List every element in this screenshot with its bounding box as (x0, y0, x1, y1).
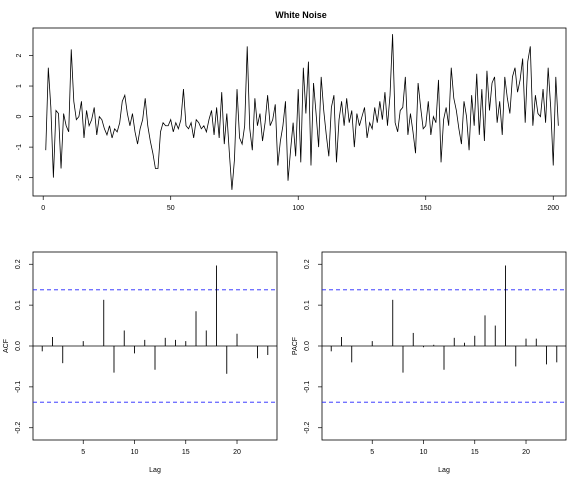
x-tick-label: 20 (233, 449, 241, 456)
y-tick-label: 0.0 (304, 341, 311, 351)
y-axis-label: ACF (3, 339, 10, 353)
y-tick-label: -0.1 (304, 381, 311, 393)
x-tick-label: 50 (167, 205, 175, 212)
y-tick-label: 0 (16, 115, 23, 119)
x-tick-label: 5 (81, 449, 85, 456)
y-tick-label: 0.2 (15, 259, 22, 269)
y-tick-label: 0.2 (304, 259, 311, 269)
y-tick-label: 1 (16, 84, 23, 88)
y-tick-label: 0.1 (304, 300, 311, 310)
y-axis-label: PACF (292, 337, 299, 355)
series-line (45, 34, 559, 190)
x-tick-label: 5 (370, 449, 374, 456)
time-series-panel: 0 50 100 150 200 -2 -1 0 1 2 (16, 27, 567, 212)
y-tick-label: 0.0 (15, 341, 22, 351)
x-tick-label: 20 (522, 449, 530, 456)
x-axis-label: Lag (149, 467, 161, 474)
x-tick-label: 15 (182, 449, 190, 456)
y-tick-label: -0.2 (304, 422, 311, 434)
chart-title: White Noise (275, 10, 327, 20)
x-tick-label: 0 (41, 205, 45, 212)
x-tick-label: 10 (131, 449, 139, 456)
x-tick-label: 200 (547, 205, 559, 212)
acf-panel: 5 10 15 20 -0.2 -0.1 0.0 0.1 0.2 Lag ACF (3, 251, 278, 474)
x-axis-label: Lag (438, 467, 450, 474)
y-tick-label: -2 (16, 174, 23, 180)
y-tick-label: 2 (16, 53, 23, 57)
pacf-panel: 5 10 15 20 -0.2 -0.1 0.0 0.1 0.2 Lag PACF (292, 251, 567, 474)
y-tick-label: -0.1 (15, 381, 22, 393)
y-tick-label: 0.1 (15, 300, 22, 310)
plot-frame (32, 27, 567, 197)
x-tick-label: 150 (420, 205, 432, 212)
x-tick-label: 100 (292, 205, 304, 212)
x-tick-label: 10 (420, 449, 428, 456)
y-tick-label: -1 (16, 144, 23, 150)
x-tick-label: 15 (471, 449, 479, 456)
y-tick-label: -0.2 (15, 422, 22, 434)
